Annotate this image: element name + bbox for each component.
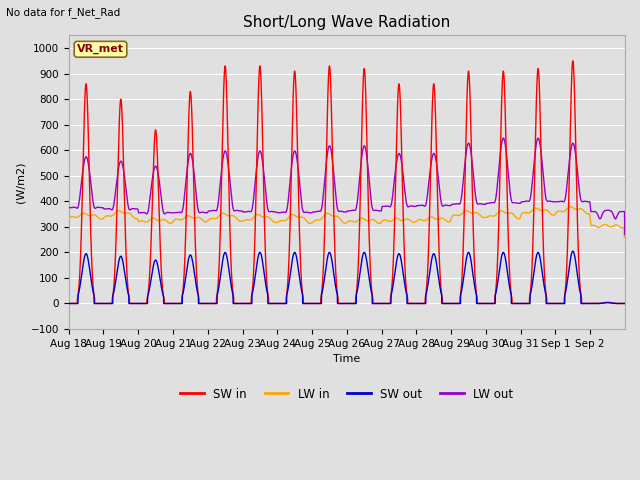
Y-axis label: (W/m2): (W/m2) (15, 161, 25, 203)
Text: VR_met: VR_met (77, 44, 124, 54)
Text: No data for f_Net_Rad: No data for f_Net_Rad (6, 7, 121, 18)
Legend: SW in, LW in, SW out, LW out: SW in, LW in, SW out, LW out (176, 383, 518, 405)
X-axis label: Time: Time (333, 354, 360, 364)
Title: Short/Long Wave Radiation: Short/Long Wave Radiation (243, 15, 451, 30)
